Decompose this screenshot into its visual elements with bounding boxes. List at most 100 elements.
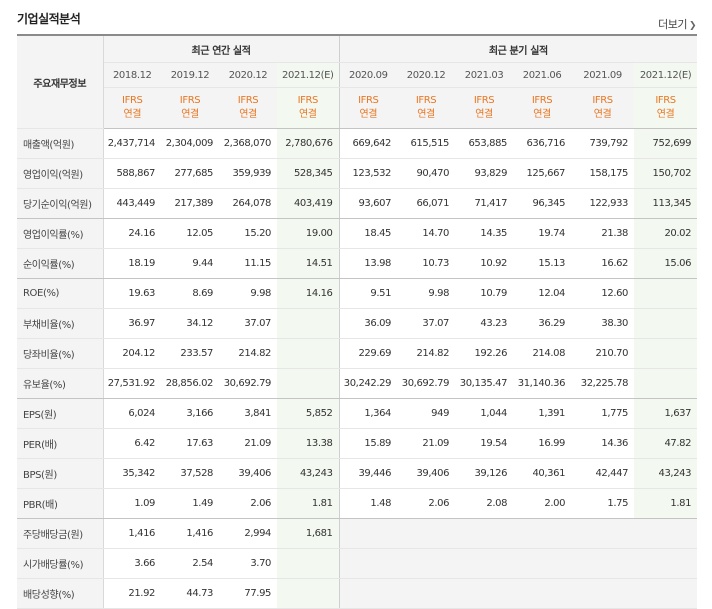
more-link[interactable]: 더보기 ❯ [658,16,696,32]
table-cell: 15.06 [634,248,698,279]
table-cell: 1,637 [634,398,698,429]
table-cell: 37.07 [397,308,456,339]
table-cell: 1.81 [634,488,698,519]
table-cell: 30,135.47 [455,368,514,399]
section-title: 기업실적분석 [17,12,81,26]
group-quarter: 최근 분기 실적 [338,34,698,63]
row-label: 주당배당금(원) [17,518,104,549]
table-cell: 1,364 [338,398,398,429]
table-cell: 1,775 [571,398,635,429]
table-cell [571,518,635,549]
table-cell: 39,446 [338,458,398,489]
table-cell [634,278,698,309]
table-cell: 2.08 [455,488,514,519]
table-cell: 277,685 [161,158,219,189]
ifrs-line2: 연결 [181,109,199,120]
ifrs-line1: IFRS [122,95,143,106]
ifrs-label: IFRS 연결 [277,87,340,129]
ifrs-line2: 연결 [656,109,675,120]
table-cell: 6.42 [103,428,161,459]
period-header: 2021.03 [455,62,514,88]
table-cell: 2,368,070 [219,128,277,159]
table-cell: 15.13 [513,248,572,279]
table-cell: 30,692.79 [219,368,277,399]
table-cell: 14.16 [277,278,340,309]
table-cell: 71,417 [455,188,514,219]
table-cell: 21.09 [397,428,456,459]
ifrs-label: IFRS 연결 [161,87,219,129]
table-cell: 214.08 [513,338,572,369]
table-cell: 125,667 [513,158,572,189]
table-cell: 2,994 [219,518,277,549]
table-cell: 37,528 [161,458,219,489]
table-cell: 90,470 [397,158,456,189]
table-cell: 588,867 [103,158,161,189]
table-cell: 37.07 [219,308,277,339]
table-row: 시가배당률(%) 3.66 2.54 3.70 [17,548,698,579]
table-cell: 669,642 [338,128,398,159]
table-cell: 18.19 [103,248,161,279]
table-cell: 158,175 [571,158,635,189]
table-cell: 27,531.92 [103,368,161,399]
table-cell: 16.62 [571,248,635,279]
table-cell: 113,345 [634,188,698,219]
table-cell: 1.75 [571,488,635,519]
table-cell [455,548,514,579]
row-label: PBR(배) [17,488,104,519]
table-row: 영업이익(억원) 588,867 277,685 359,939 528,345 123,… [17,158,698,189]
table-cell [634,548,698,579]
table-cell: 3.70 [219,548,277,579]
table-cell: 214.82 [397,338,456,369]
table-cell: 15.89 [338,428,398,459]
table-cell: 39,406 [219,458,277,489]
table-cell: 1.09 [103,488,161,519]
ifrs-line1: IFRS [179,95,201,106]
table-cell: 949 [397,398,456,429]
table-cell: 150,702 [634,158,698,189]
table-cell: 32,225.78 [571,368,635,399]
table-cell: 5,852 [277,398,340,429]
table-cell: 3,841 [219,398,277,429]
ifrs-label: IFRS 연결 [103,87,161,129]
table-cell: 9.98 [397,278,456,309]
ifrs-label: IFRS 연결 [513,87,572,129]
table-body: 매출액(억원) 2,437,714 2,304,009 2,368,070 2,780,… [17,128,698,609]
table-cell: 47.82 [634,428,698,459]
table-cell [397,548,456,579]
table-cell: 42,447 [571,458,635,489]
corner-label: 주요재무정보 [17,34,104,129]
row-label: 당기순이익(억원) [17,188,104,219]
table-cell: 2.00 [513,488,572,519]
financial-table: 주요재무정보 최근 연간 실적 최근 분기 실적 2018.12 2019.12 2… [17,34,698,609]
row-label: 영업이익(억원) [17,158,104,189]
table-cell: 39,406 [397,458,456,489]
table-cell: 19.00 [277,218,340,249]
table-cell: 15.20 [219,218,277,249]
ifrs-line2: 연결 [239,109,257,120]
table-cell: 229.69 [338,338,398,369]
table-cell: 12.05 [161,218,219,249]
table-cell [397,518,456,549]
row-label: ROE(%) [17,278,104,309]
more-link-label: 더보기 [658,18,687,31]
table-cell: 2.06 [219,488,277,519]
table-cell: 1,681 [277,518,340,549]
period-header: 2020.09 [338,62,398,88]
table-cell: 3.66 [103,548,161,579]
table-cell: 11.15 [219,248,277,279]
table-cell: 96,345 [513,188,572,219]
table-cell: 12.60 [571,278,635,309]
ifrs-line1: IFRS [531,95,553,106]
ifrs-label: IFRS 연결 [571,87,635,129]
ifrs-line2: 연결 [417,109,435,120]
table-cell: 14.36 [571,428,635,459]
ifrs-label: IFRS 연결 [634,87,698,129]
table-cell: 359,939 [219,158,277,189]
table-cell [277,338,340,369]
table-cell: 615,515 [397,128,456,159]
table-cell: 752,699 [634,128,698,159]
table-cell [634,308,698,339]
table-cell: 39,126 [455,458,514,489]
table-cell: 122,933 [571,188,635,219]
table-cell [277,308,340,339]
